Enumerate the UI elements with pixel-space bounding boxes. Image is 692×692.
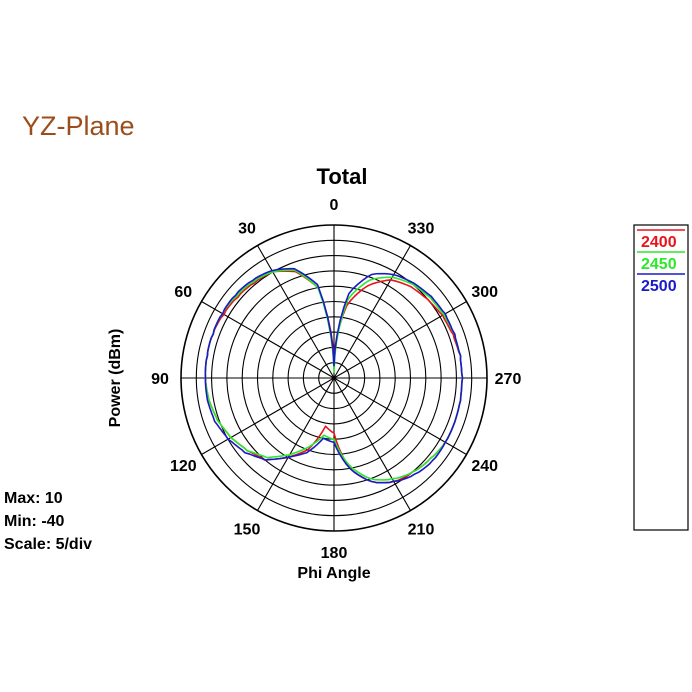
grid-spoke [201, 377, 335, 455]
angle-ticks: 0 30 60 90 120 150 180 210 240 270 300 330 [151, 197, 521, 562]
grid-spoke [333, 377, 411, 511]
grid-spoke [257, 245, 335, 379]
x-axis-label: Phi Angle [297, 565, 370, 582]
legend-label-2450: 2450 [641, 256, 677, 273]
max-label: Max: 10 [4, 490, 63, 507]
angle-tick-label: 120 [170, 458, 197, 475]
angle-tick-label: 300 [471, 284, 498, 301]
legend: 2400 2450 2500 [637, 229, 685, 295]
scale-label: Scale: 5/div [4, 536, 92, 553]
angle-tick-label: 60 [174, 284, 192, 301]
y-axis-label: Power (dBm) [107, 329, 124, 428]
angle-tick-label: 30 [238, 220, 256, 237]
angle-tick-label: 90 [151, 371, 169, 388]
grid-spoke [333, 301, 467, 379]
polar-grid [180, 224, 488, 532]
legend-box [633, 224, 689, 531]
legend-label-2400: 2400 [641, 234, 677, 251]
chart-title: Total [317, 164, 368, 189]
angle-tick-label: 330 [408, 220, 435, 237]
angle-tick-label: 210 [408, 522, 435, 539]
series-layer [204, 267, 464, 484]
grid-spoke [201, 301, 335, 379]
angle-tick-label: 270 [495, 371, 522, 388]
series-line-2400 [204, 270, 464, 484]
legend-label-2500: 2500 [641, 278, 677, 295]
plane-title: YZ-Plane [22, 111, 135, 141]
grid-spoke [333, 245, 411, 379]
grid-spoke [333, 377, 467, 455]
angle-tick-label: 0 [330, 197, 339, 214]
series-line-2500 [204, 267, 464, 484]
angle-tick-label: 150 [234, 522, 261, 539]
grid-spoke [257, 377, 335, 511]
min-label: Min: -40 [4, 513, 65, 530]
angle-tick-label: 240 [471, 458, 498, 475]
angle-tick-label: 180 [321, 545, 348, 562]
